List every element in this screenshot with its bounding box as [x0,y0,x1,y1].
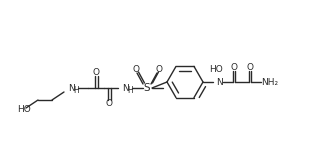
Text: O: O [246,62,253,72]
Text: O: O [92,67,100,77]
Text: N: N [216,78,223,86]
Text: H: H [127,85,133,94]
Text: HO: HO [17,106,31,114]
Text: N: N [122,83,129,92]
Text: O: O [230,62,237,72]
Text: NH₂: NH₂ [261,78,279,86]
Text: H: H [74,85,79,94]
Text: HO: HO [209,64,223,74]
Text: S: S [144,83,150,93]
Text: N: N [68,83,75,92]
Text: O: O [156,64,163,74]
Text: O: O [132,64,140,74]
Text: O: O [106,100,113,108]
